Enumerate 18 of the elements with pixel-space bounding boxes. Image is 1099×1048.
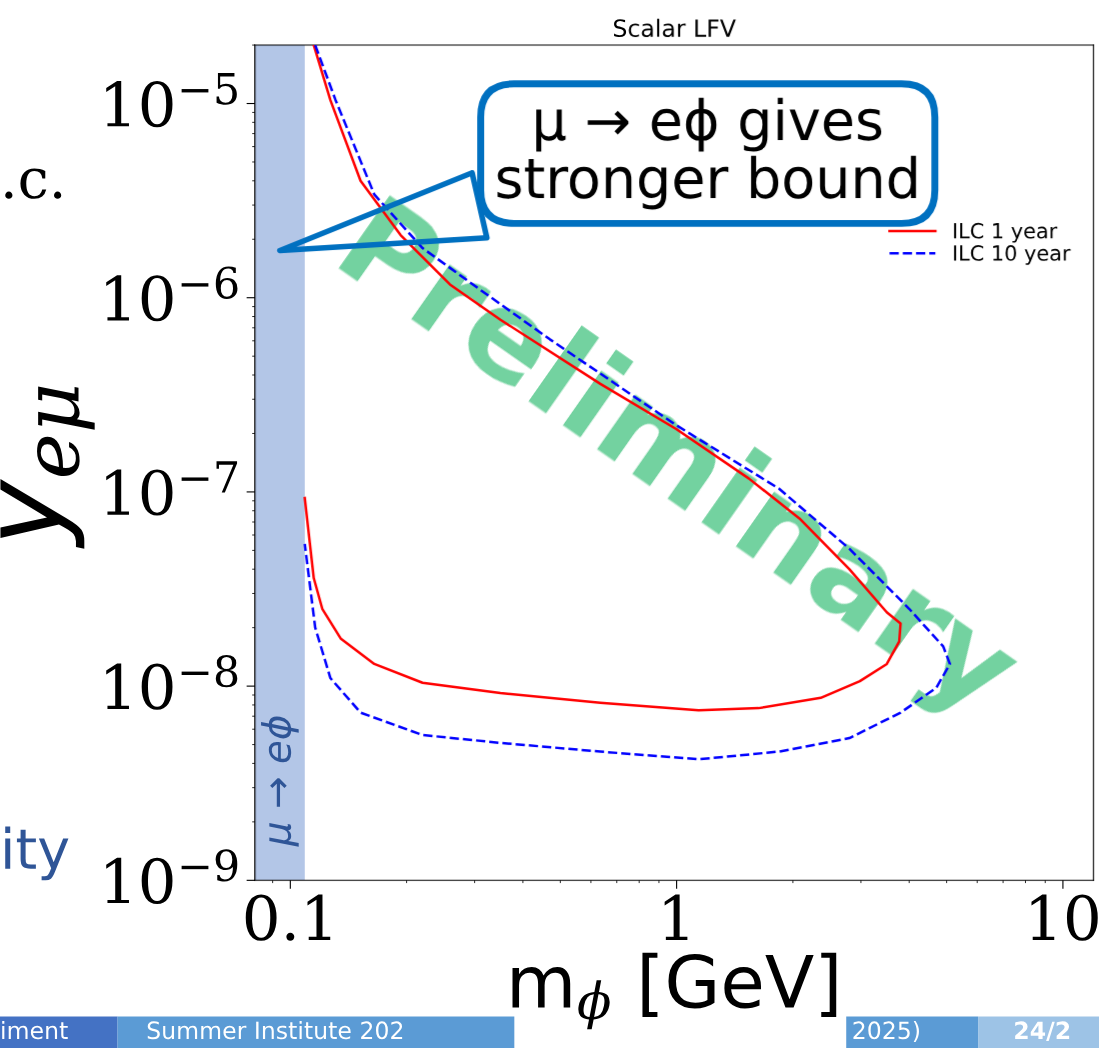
y-tick-label: 10$^{−6}$ xyxy=(106,266,238,322)
text: .c. xyxy=(5,168,62,199)
y-axis-title: y$_{eμ}$ xyxy=(0,386,95,549)
x-tick-label: 0.1 xyxy=(245,894,331,941)
y-tick-label: 10$^{−5}$ xyxy=(106,72,237,128)
text: 2025) xyxy=(853,1020,919,1043)
text: Summer Institute 202 xyxy=(147,1020,403,1040)
band-label: μ → eϕ xyxy=(261,716,299,847)
y-tick-label: 10$^{−7}$ xyxy=(106,461,238,516)
y-tick-label: 10$^{−9}$ xyxy=(106,849,238,904)
x-axis-title: m$_{ϕ}$ [GeV] xyxy=(512,952,837,1030)
text: 24/2 xyxy=(1015,1021,1070,1042)
text: ity xyxy=(5,826,69,881)
text: iment xyxy=(2,1020,68,1040)
chart-title: Scalar LFV xyxy=(614,18,736,38)
x-tick-label: 10 xyxy=(1031,894,1098,941)
y-tick-label: 10$^{−8}$ xyxy=(106,654,238,710)
x-tick-label: 1 xyxy=(664,894,688,940)
